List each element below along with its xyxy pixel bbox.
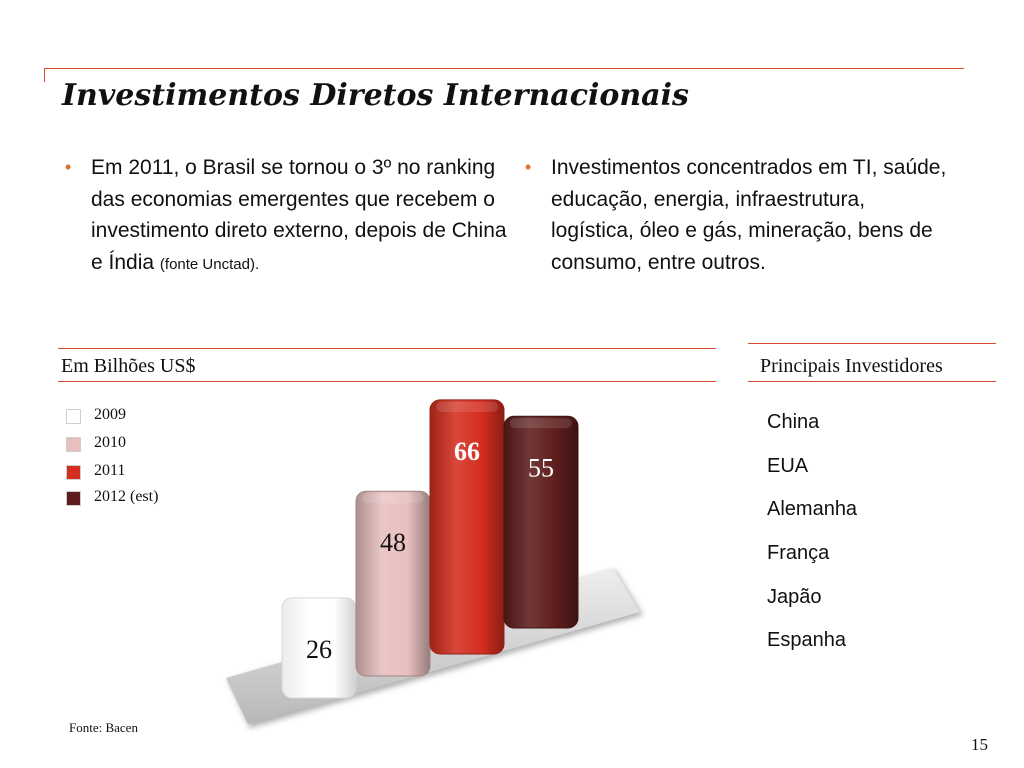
bar-value-label: 66 (454, 437, 480, 466)
bar-chart: 26 48 66 55 (226, 399, 643, 728)
bullet-right: • Investimentos concentrados em TI, saúd… (525, 152, 951, 278)
bar-top-highlight (510, 418, 572, 429)
legend-swatch (66, 491, 81, 506)
chart-section-label: Em Bilhões US$ (61, 355, 196, 377)
bullet-right-text: Investimentos concentrados em TI, saúde,… (551, 156, 947, 274)
investor-item: China (767, 411, 820, 433)
legend-label: 2010 (94, 434, 126, 451)
bullet-dot-icon: • (525, 157, 532, 177)
top-rule-tick (44, 68, 45, 82)
investors-section-label: Principais Investidores (760, 355, 943, 377)
bar-value-label: 48 (380, 528, 406, 557)
bar-value-label: 55 (528, 453, 554, 482)
page-number: 15 (971, 735, 988, 754)
chart-header-rule-top (58, 348, 716, 349)
slide-title: Investimentos Diretos Internacionais (62, 78, 689, 113)
legend-swatch (66, 437, 81, 452)
bullet-left-text: Em 2011, o Brasil se tornou o 3º no rank… (91, 156, 507, 274)
investor-item: Espanha (767, 629, 846, 651)
legend-swatch (66, 409, 81, 424)
top-rule (44, 68, 964, 69)
bar-2010 (355, 490, 431, 677)
legend-swatch (66, 465, 81, 480)
investor-item: Alemanha (767, 498, 858, 520)
investor-item: Japão (767, 586, 822, 608)
legend-label: 2009 (94, 406, 126, 423)
bullet-left-note: (fonte Unctad). (159, 255, 260, 273)
investors-header-rule-top (748, 343, 996, 344)
chart-source: Fonte: Bacen (69, 720, 138, 735)
chart-header-rule-bottom (58, 381, 716, 382)
bar-value-label: 26 (306, 635, 332, 664)
investor-item: EUA (767, 455, 809, 477)
bullet-dot-icon: • (65, 157, 72, 177)
legend-label: 2011 (94, 462, 126, 479)
legend-label: 2012 (est) (94, 488, 159, 505)
investors-header-rule-bottom (748, 381, 996, 382)
bar-top-highlight (436, 401, 498, 412)
bar-2012-est (503, 415, 579, 629)
bullet-left: • Em 2011, o Brasil se tornou o 3º no ra… (65, 152, 511, 280)
bar-top-highlight (362, 493, 424, 504)
investor-item: França (767, 542, 830, 564)
